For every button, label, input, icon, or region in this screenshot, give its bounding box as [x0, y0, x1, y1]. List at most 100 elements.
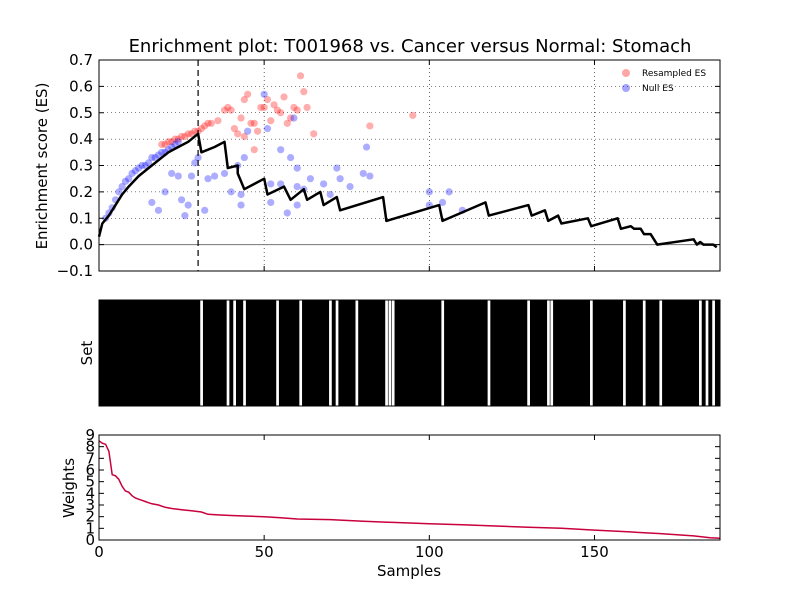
set-gap-stripe	[200, 300, 203, 406]
null-es-point	[286, 153, 295, 162]
null-es-point	[336, 175, 344, 183]
null-es-point	[359, 169, 367, 178]
resampled-es-point	[244, 90, 252, 98]
resampled-es-point	[187, 130, 196, 138]
resampled-es-point	[220, 106, 229, 114]
resampled-es-point	[237, 114, 245, 122]
null-es-point	[333, 164, 341, 172]
null-es-point	[240, 153, 248, 162]
null-es-points	[102, 90, 466, 222]
legend-label-null: Null ES	[642, 84, 674, 94]
null-es-point	[237, 190, 245, 199]
null-es-point	[154, 206, 163, 214]
resampled-es-point	[280, 93, 288, 101]
es-panel: −0.1 0.0 0.1 0.2 0.3 0.4 0.5 0.6 0.7 Enrichment …	[33, 51, 721, 280]
set-gap-stripe	[299, 300, 303, 406]
resampled-es-point	[164, 138, 172, 146]
null-es-point	[141, 161, 149, 170]
null-es-point	[227, 188, 235, 196]
resampled-es-point	[409, 111, 417, 119]
resampled-es-point	[273, 106, 281, 114]
set-gap-stripe	[659, 300, 663, 406]
x-tick-label: 0	[94, 543, 104, 561]
set-y-axis-label: Set	[78, 341, 96, 366]
null-es-point	[204, 175, 212, 183]
set-panel: Set	[78, 299, 721, 407]
null-es-point	[158, 148, 166, 156]
resampled-es-point	[290, 103, 298, 112]
null-es-point	[445, 188, 453, 196]
set-gap-stripe	[226, 300, 230, 406]
resampled-es-point	[240, 132, 248, 141]
weights-x-ticks: 0 50 100 150	[94, 435, 609, 561]
null-es-point	[148, 153, 156, 162]
set-gap-stripe	[547, 300, 550, 406]
set-gap-stripe	[705, 300, 709, 406]
null-es-point	[260, 90, 268, 98]
null-es-point	[283, 209, 291, 217]
resampled-es-point	[197, 124, 205, 133]
set-gap-stripe	[391, 300, 395, 406]
null-es-point	[194, 153, 202, 162]
null-es-point	[171, 140, 179, 148]
resampled-es-point	[184, 130, 192, 138]
null-es-point	[263, 124, 272, 133]
es-curve-line	[97, 132, 718, 249]
x-tick-label: 150	[580, 543, 609, 561]
null-es-point	[128, 169, 136, 178]
null-es-point	[366, 172, 374, 180]
resampled-es-point	[177, 132, 186, 141]
null-es-point	[144, 159, 153, 167]
null-es-point	[125, 175, 133, 183]
null-es-point	[220, 169, 229, 178]
null-es-point	[277, 146, 285, 154]
null-es-point	[277, 180, 285, 188]
set-plot-frame	[98, 299, 721, 407]
null-es-point	[211, 172, 219, 180]
es-y-tick-label: 0.5	[69, 104, 93, 122]
null-es-point	[151, 153, 159, 162]
resampled-es-point	[303, 103, 311, 112]
null-es-point	[244, 127, 252, 135]
resampled-es-point	[267, 117, 275, 125]
resampled-es-point	[214, 117, 222, 125]
resampled-es-point	[174, 135, 182, 143]
null-es-point	[293, 164, 301, 172]
resampled-es-point	[253, 127, 262, 135]
resampled-es-point	[204, 119, 212, 127]
null-es-point	[148, 198, 156, 207]
x-axis-label: Samples	[377, 562, 441, 580]
weights-curve-line	[98, 440, 721, 540]
resampled-es-point	[250, 146, 258, 154]
legend-label-resampled: Resampled ES	[642, 69, 706, 79]
resampled-es-point	[366, 122, 374, 130]
null-es-point	[184, 201, 192, 209]
weights-y-tick-label: 6	[85, 461, 95, 479]
set-gap-stripe	[388, 300, 392, 406]
null-es-point	[138, 161, 146, 170]
resampled-es-point	[260, 103, 268, 112]
null-es-point	[174, 172, 182, 180]
resampled-es-points	[158, 72, 417, 154]
x-tick-label: 50	[255, 543, 274, 561]
resampled-es-point	[296, 72, 305, 80]
set-gap-stripe	[355, 300, 359, 406]
null-es-point	[362, 143, 371, 151]
null-es-point	[438, 198, 447, 207]
set-gap-stripe	[487, 300, 491, 406]
resampled-es-point	[181, 132, 189, 141]
set-gap-stripe	[329, 300, 332, 406]
resampled-es-point	[247, 119, 255, 127]
set-gap-stripe	[276, 300, 279, 406]
resampled-es-point	[257, 103, 265, 112]
weights-plot-frame	[98, 434, 721, 541]
es-y-tick-label: 0.7	[69, 51, 93, 69]
weights-y-axis-label: Weights	[60, 458, 78, 518]
null-es-point	[290, 114, 298, 122]
weights-y-tick-label: 7	[85, 449, 95, 467]
null-es-point	[237, 201, 245, 209]
es-y-tick-label: 0.6	[69, 77, 93, 95]
set-gap-stripe	[243, 300, 246, 406]
resampled-es-point	[171, 135, 179, 143]
